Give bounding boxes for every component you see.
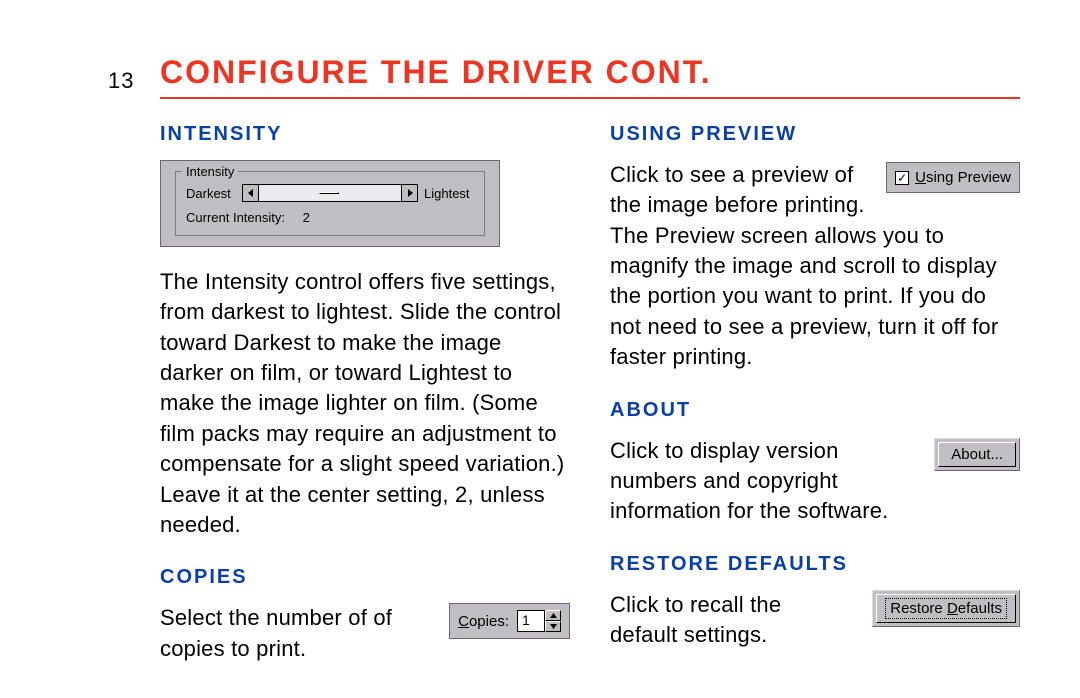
page-title: CONFIGURE THE DRIVER CONT.: [160, 54, 1020, 99]
using-preview-heading: USING PREVIEW: [610, 123, 1020, 146]
intensity-group-legend: Intensity: [182, 164, 238, 179]
about-button[interactable]: About...: [934, 438, 1020, 471]
copies-input[interactable]: 1: [517, 610, 545, 632]
about-button-label: About...: [938, 442, 1016, 467]
restore-defaults-section: RESTORE DEFAULTS Click to recall the def…: [610, 553, 1020, 651]
right-column: USING PREVIEW ✓ Using Preview Click to s…: [610, 123, 1020, 690]
checkbox-icon[interactable]: ✓: [895, 171, 909, 185]
about-heading: ABOUT: [610, 399, 1020, 422]
restore-defaults-button[interactable]: Restore Defaults: [872, 590, 1020, 627]
using-preview-checkbox-widget[interactable]: ✓ Using Preview: [886, 162, 1020, 193]
restore-defaults-body-text: Click to recall the default settings.: [610, 590, 830, 651]
about-section: ABOUT About... Click to display version …: [610, 399, 1020, 527]
using-preview-section: USING PREVIEW ✓ Using Preview Click to s…: [610, 123, 1020, 373]
intensity-panel: Intensity Darkest: [160, 160, 500, 247]
copies-label: Copies:: [458, 613, 509, 630]
slider-right-arrow-icon[interactable]: [401, 185, 417, 201]
restore-defaults-heading: RESTORE DEFAULTS: [610, 553, 1020, 576]
intensity-darkest-label: Darkest: [186, 186, 236, 201]
intensity-lightest-label: Lightest: [424, 186, 474, 201]
intensity-body-text: The Intensity control offers five settin…: [160, 267, 570, 540]
slider-left-arrow-icon[interactable]: [243, 185, 259, 201]
intensity-heading: INTENSITY: [160, 123, 570, 146]
current-intensity-label: Current Intensity:: [186, 210, 285, 225]
copies-body-text: Select the number of of copies to print.: [160, 603, 400, 664]
restore-defaults-button-label: Restore Defaults: [885, 598, 1007, 619]
intensity-slider[interactable]: [242, 184, 418, 202]
copies-spinner-down-icon[interactable]: [545, 621, 561, 632]
slider-thumb[interactable]: [319, 192, 339, 194]
using-preview-checkbox-label: Using Preview: [915, 169, 1011, 186]
copies-spinner-up-icon[interactable]: [545, 610, 561, 621]
copies-heading: COPIES: [160, 566, 570, 589]
copies-section: COPIES Select the number of of copies to…: [160, 566, 570, 664]
intensity-section: INTENSITY Intensity Darkest: [160, 123, 570, 540]
page-number: 13: [108, 68, 134, 94]
copies-widget: Copies: 1: [449, 603, 570, 639]
left-column: INTENSITY Intensity Darkest: [160, 123, 570, 690]
current-intensity-value: 2: [303, 210, 310, 225]
